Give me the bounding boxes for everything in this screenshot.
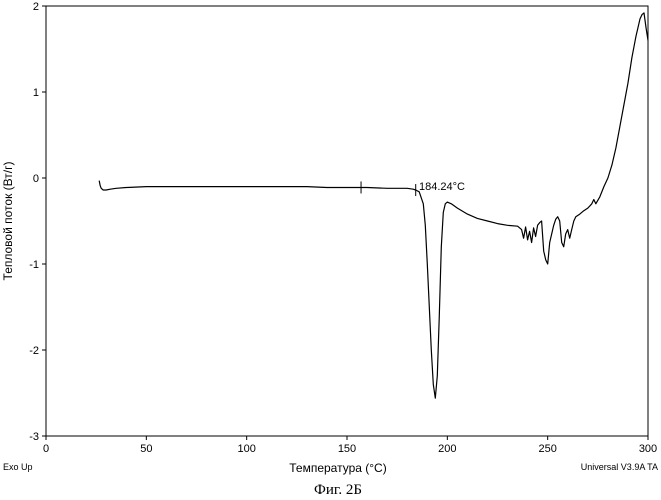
- x-tick-label: 0: [43, 443, 49, 455]
- y-axis-title: Тепловой поток (Вт/г): [1, 162, 15, 281]
- marker-layer: [360, 181, 417, 197]
- y-axis-ticks: -3 -2 -1 0 1 2: [29, 1, 46, 443]
- figure-caption: Фиг. 2Б: [314, 482, 362, 498]
- y-tick-label: -1: [29, 259, 39, 271]
- x-tick-label: 250: [538, 443, 556, 455]
- x-axis-title: Температура (°C): [289, 461, 386, 475]
- heat-flow-line: [98, 12, 649, 399]
- annotation-onset-temp: 184.24°C: [419, 181, 465, 193]
- y-tick-label: -3: [29, 431, 39, 443]
- x-tick-label: 200: [438, 443, 456, 455]
- plot-frame: [45, 5, 649, 437]
- y-tick-label: 0: [33, 173, 39, 185]
- y-tick-label: -2: [29, 345, 39, 357]
- x-tick-label: 50: [140, 443, 152, 455]
- x-tick-label: 150: [338, 443, 356, 455]
- x-tick-label: 100: [237, 443, 255, 455]
- y-tick-label: 2: [33, 1, 39, 13]
- y-tick-label: 1: [33, 87, 39, 99]
- exo-up-label: Exo Up: [3, 462, 33, 472]
- x-axis-ticks: 0 50 100 150 200 250 300: [43, 436, 657, 455]
- x-tick-label: 300: [639, 443, 657, 455]
- series-layer: [98, 12, 649, 399]
- instrument-label: Universal V3.9A TA: [581, 462, 658, 472]
